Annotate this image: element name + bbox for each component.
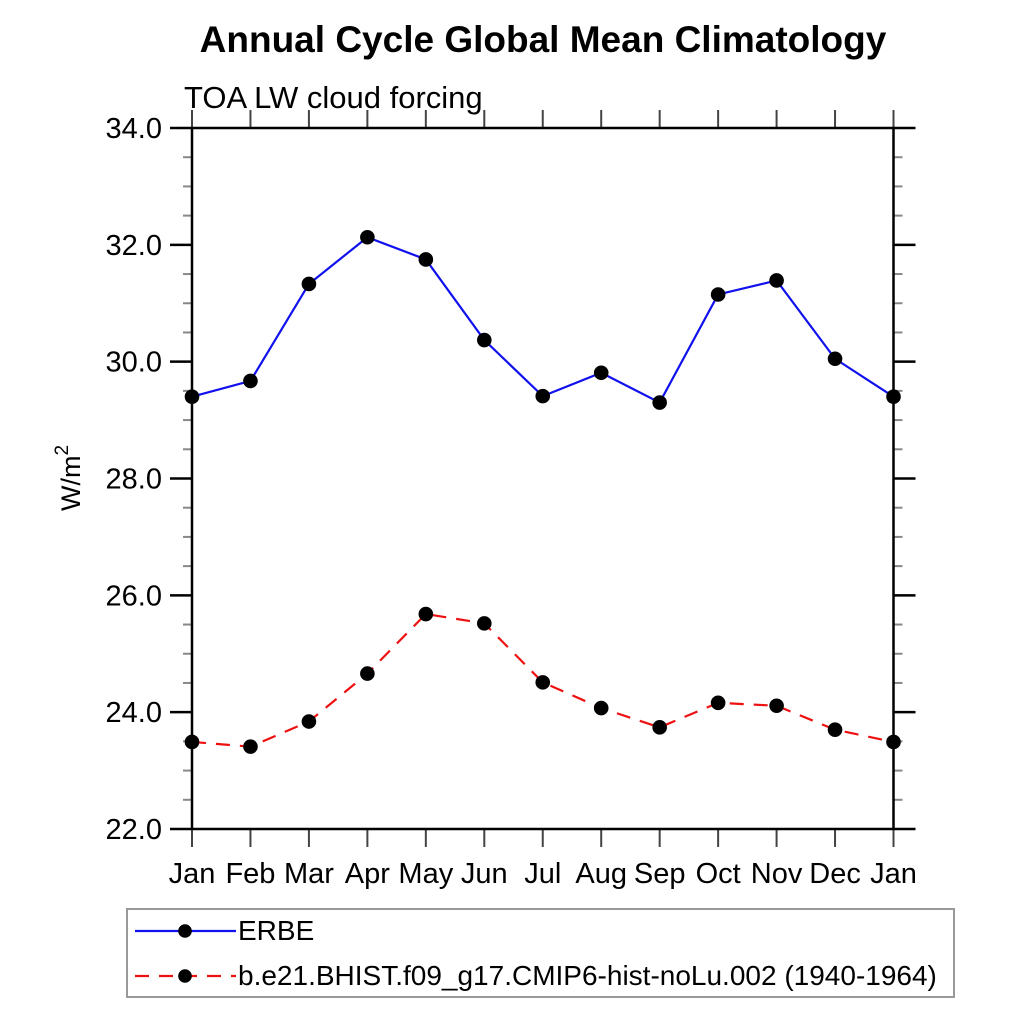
x-tick-label: May [398, 858, 453, 890]
x-tick-label: Jul [524, 858, 561, 890]
x-tick-label: Jun [461, 858, 508, 890]
data-point-marker [593, 365, 609, 381]
legend-line-sample [135, 923, 236, 938]
data-point-marker [301, 276, 317, 292]
data-point-marker [886, 734, 901, 750]
data-point-marker [769, 698, 784, 714]
y-tick-label: 22.0 [106, 814, 162, 846]
chart-title: Annual Cycle Global Mean Climatology [199, 19, 887, 60]
x-tick-label: Jan [870, 858, 917, 890]
y-tick-label: 28.0 [106, 464, 162, 496]
y-axis-labels: 22.0 24.0 26.0 28.0 30.0 32.0 34.0 [106, 113, 162, 846]
data-point-marker [184, 734, 200, 750]
data-point-marker [535, 388, 551, 404]
x-tick-label: Feb [225, 858, 275, 890]
data-point-marker [593, 700, 609, 716]
legend-marker [178, 923, 192, 938]
data-point-marker [827, 722, 843, 737]
series-erbe [184, 229, 901, 410]
legend-label: b.e21.BHIST.f09_g17.CMIP6-hist-noLu.002 … [238, 959, 937, 991]
legend-entry: b.e21.BHIST.f09_g17.CMIP6-hist-noLu.002 … [133, 955, 953, 996]
x-tick-label: Oct [696, 858, 741, 890]
y-axis-title: W/m2 [52, 445, 86, 511]
legend-line-sample [135, 968, 236, 983]
data-point-marker [769, 273, 784, 288]
data-point-marker [710, 287, 726, 302]
x-tick-label: Dec [809, 858, 861, 890]
data-point-marker [360, 666, 375, 681]
x-axis-labels: Jan Feb Mar Apr May Jun Jul Aug Sep Oct Nov Dec Jan [169, 858, 917, 890]
legend-entry: ERBE [133, 910, 953, 951]
x-tick-label: Mar [284, 858, 334, 890]
data-point-marker [652, 395, 667, 410]
x-tick-label: Sep [634, 858, 686, 890]
y-tick-label: 34.0 [106, 113, 162, 145]
x-tick-label: Aug [575, 858, 627, 890]
data-point-marker [652, 720, 667, 735]
plot-frame [190, 126, 895, 831]
x-tick-label: Jan [169, 858, 216, 890]
data-point-marker [243, 739, 258, 754]
data-point-marker [827, 351, 843, 367]
chart-subtitle: TOA LW cloud forcing [184, 80, 483, 115]
x-tick-label: Apr [345, 858, 390, 890]
y-tick-label: 24.0 [106, 697, 162, 729]
chart-legend: ERBE b.e21.BHIST.f09_g17.CMIP6-hist-noLu.… [126, 908, 955, 998]
series-model [184, 606, 901, 754]
y-tick-label: 32.0 [106, 230, 162, 262]
legend-marker [178, 968, 192, 983]
data-point-marker [476, 332, 492, 348]
data-point-marker [360, 229, 375, 245]
axis-ticks [170, 110, 916, 847]
data-point-marker [535, 675, 551, 690]
data-point-marker [243, 373, 258, 389]
data-point-marker [418, 606, 434, 622]
series-line [191, 235, 895, 405]
legend-label: ERBE [238, 914, 315, 946]
data-point-marker [886, 389, 901, 405]
y-tick-label: 30.0 [106, 347, 162, 379]
data-point-marker [476, 616, 492, 631]
x-tick-label: Nov [751, 858, 803, 890]
data-point-marker [301, 714, 317, 729]
data-point-marker [418, 252, 434, 267]
data-point-marker [710, 695, 726, 711]
data-point-marker [184, 389, 200, 405]
y-tick-label: 26.0 [106, 580, 162, 612]
